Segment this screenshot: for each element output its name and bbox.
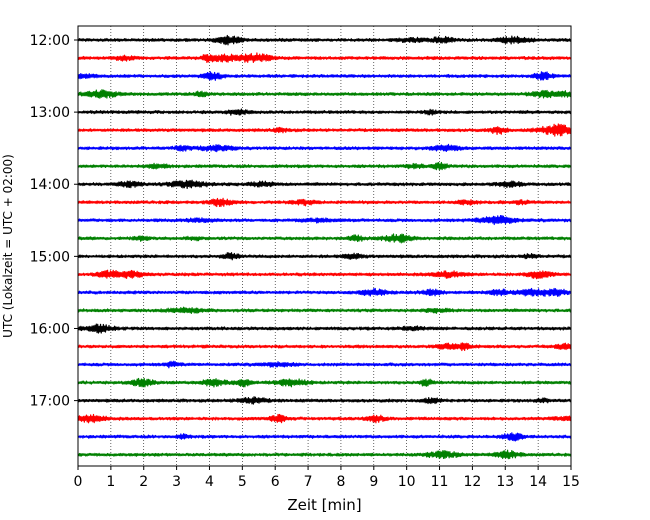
y-tick-label: 12:00 (30, 33, 70, 49)
y-axis-label: UTC (Lokalzeit = UTC + 02:00) (1, 154, 15, 338)
x-axis-label: Zeit [min] (287, 496, 361, 514)
x-tick-label: 2 (139, 474, 148, 490)
trace-1200 (77, 34, 572, 46)
x-tick-label: 4 (205, 474, 214, 490)
x-tick-label: 15 (562, 474, 580, 490)
trace-1730 (77, 432, 572, 442)
trace-1715 (77, 413, 572, 424)
x-tick-label: 10 (398, 474, 416, 490)
y-tick-label: 13:00 (30, 105, 70, 121)
traces (77, 34, 572, 460)
x-axis: 0 1 2 3 4 5 6 7 8 9 10 11 12 13 14 15 (74, 466, 580, 490)
x-tick-label: 7 (304, 474, 313, 490)
y-tick-label: 16:00 (30, 321, 70, 337)
trace-1400 (77, 179, 572, 190)
y-axis: 12:00 13:00 14:00 15:00 16:00 17:00 (30, 33, 78, 410)
grid-lines (110, 26, 539, 466)
trace-1615 (77, 342, 572, 352)
trace-1545 (77, 306, 572, 314)
x-tick-label: 9 (369, 474, 378, 490)
x-tick-label: 8 (336, 474, 345, 490)
trace-1345 (77, 161, 572, 171)
trace-1630 (77, 360, 572, 369)
trace-1700 (77, 396, 572, 405)
x-tick-label: 11 (431, 474, 449, 490)
y-tick-label: 15:00 (30, 249, 70, 265)
trace-1330 (77, 143, 572, 153)
plot-frame (77, 25, 572, 467)
y-tick-label: 14:00 (30, 177, 70, 193)
x-tick-label: 12 (463, 474, 481, 490)
trace-1745 (77, 449, 572, 460)
trace-1515 (77, 269, 572, 280)
trace-1300 (77, 108, 572, 116)
trace-1315 (77, 123, 572, 137)
x-tick-label: 0 (74, 474, 83, 490)
y-tick-label: 17:00 (30, 394, 70, 410)
x-tick-label: 3 (172, 474, 181, 490)
x-tick-label: 1 (106, 474, 115, 490)
trace-1230 (77, 71, 572, 81)
x-tick-label: 6 (271, 474, 280, 490)
trace-1215 (77, 52, 572, 63)
trace-1430 (77, 214, 572, 226)
trace-1415 (77, 197, 572, 208)
trace-1445 (77, 233, 572, 244)
x-tick-label: 14 (529, 474, 547, 490)
trace-1530 (77, 287, 572, 297)
trace-1500 (77, 252, 572, 261)
x-tick-label: 13 (496, 474, 514, 490)
trace-1600 (77, 323, 572, 334)
x-tick-label: 5 (238, 474, 247, 490)
trace-1645 (77, 377, 572, 388)
trace-1245 (77, 89, 572, 99)
